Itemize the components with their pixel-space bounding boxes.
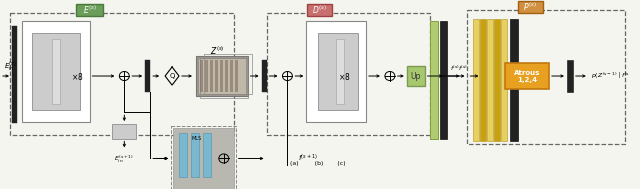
Bar (204, 54, 252, 94)
Text: $D^{(s)}$: $D^{(s)}$ (312, 4, 327, 16)
Bar (518, 1, 543, 13)
Text: $E_{in}^{(s+1)}$: $E_{in}^{(s+1)}$ (115, 154, 134, 165)
Text: $\times 8$: $\times 8$ (338, 70, 351, 81)
Bar (307, 4, 332, 16)
Bar (440, 21, 447, 139)
Bar (318, 33, 358, 110)
Bar (407, 66, 425, 86)
Text: $p(Z^{(s-1)} \mid f^{(s}$: $p(Z^{(s-1)} \mid f^{(s}$ (591, 71, 630, 81)
Text: $E_{in}^{(s)}$: $E_{in}^{(s)}$ (4, 60, 17, 74)
Bar (76, 4, 104, 16)
Text: $Z^{(s)}$: $Z^{(s)}$ (209, 44, 224, 57)
Text: $f^{(s)}$: $f^{(s)}$ (458, 63, 468, 73)
Text: $\times 8$: $\times 8$ (71, 70, 84, 81)
Text: $E^{(s)}$: $E^{(s)}$ (83, 4, 97, 16)
Bar (501, 19, 508, 141)
Bar (173, 128, 234, 189)
Text: $f^{(s+1)}$: $f^{(s+1)}$ (298, 153, 318, 164)
Bar (210, 60, 213, 92)
Bar (230, 60, 233, 92)
Bar (10, 13, 234, 135)
Bar (52, 39, 60, 104)
Text: Q: Q (170, 73, 175, 79)
Bar (510, 19, 518, 141)
Bar (307, 21, 366, 122)
Bar (191, 133, 199, 177)
Bar (494, 19, 500, 141)
Bar (200, 60, 203, 92)
Bar (215, 60, 218, 92)
Bar (505, 63, 549, 89)
Text: Atrous
1,2,4: Atrous 1,2,4 (514, 70, 540, 83)
Text: $P^{(s)}$: $P^{(s)}$ (524, 1, 537, 13)
Bar (220, 60, 223, 92)
Text: Up: Up (410, 71, 421, 81)
Bar (113, 124, 136, 139)
Bar (22, 21, 90, 122)
Bar (262, 60, 266, 92)
Bar (203, 133, 211, 177)
Text: (a)        (b)       (c): (a) (b) (c) (291, 161, 346, 166)
Bar (200, 58, 248, 98)
Bar (225, 60, 228, 92)
Bar (235, 60, 237, 92)
Bar (474, 19, 479, 141)
Bar (205, 60, 208, 92)
Bar (481, 19, 486, 141)
Bar (429, 21, 438, 139)
Bar (171, 126, 236, 189)
Bar (12, 26, 17, 123)
Bar (32, 33, 79, 110)
Bar (145, 60, 150, 92)
Bar (336, 39, 344, 104)
Bar (196, 56, 248, 96)
Bar (179, 133, 187, 177)
Text: $f^{(s)}$: $f^{(s)}$ (449, 63, 460, 73)
Bar (487, 19, 493, 141)
Bar (567, 60, 573, 92)
Bar (467, 10, 625, 144)
Bar (198, 58, 246, 94)
Bar (266, 13, 429, 135)
Text: MLS: MLS (192, 136, 202, 141)
